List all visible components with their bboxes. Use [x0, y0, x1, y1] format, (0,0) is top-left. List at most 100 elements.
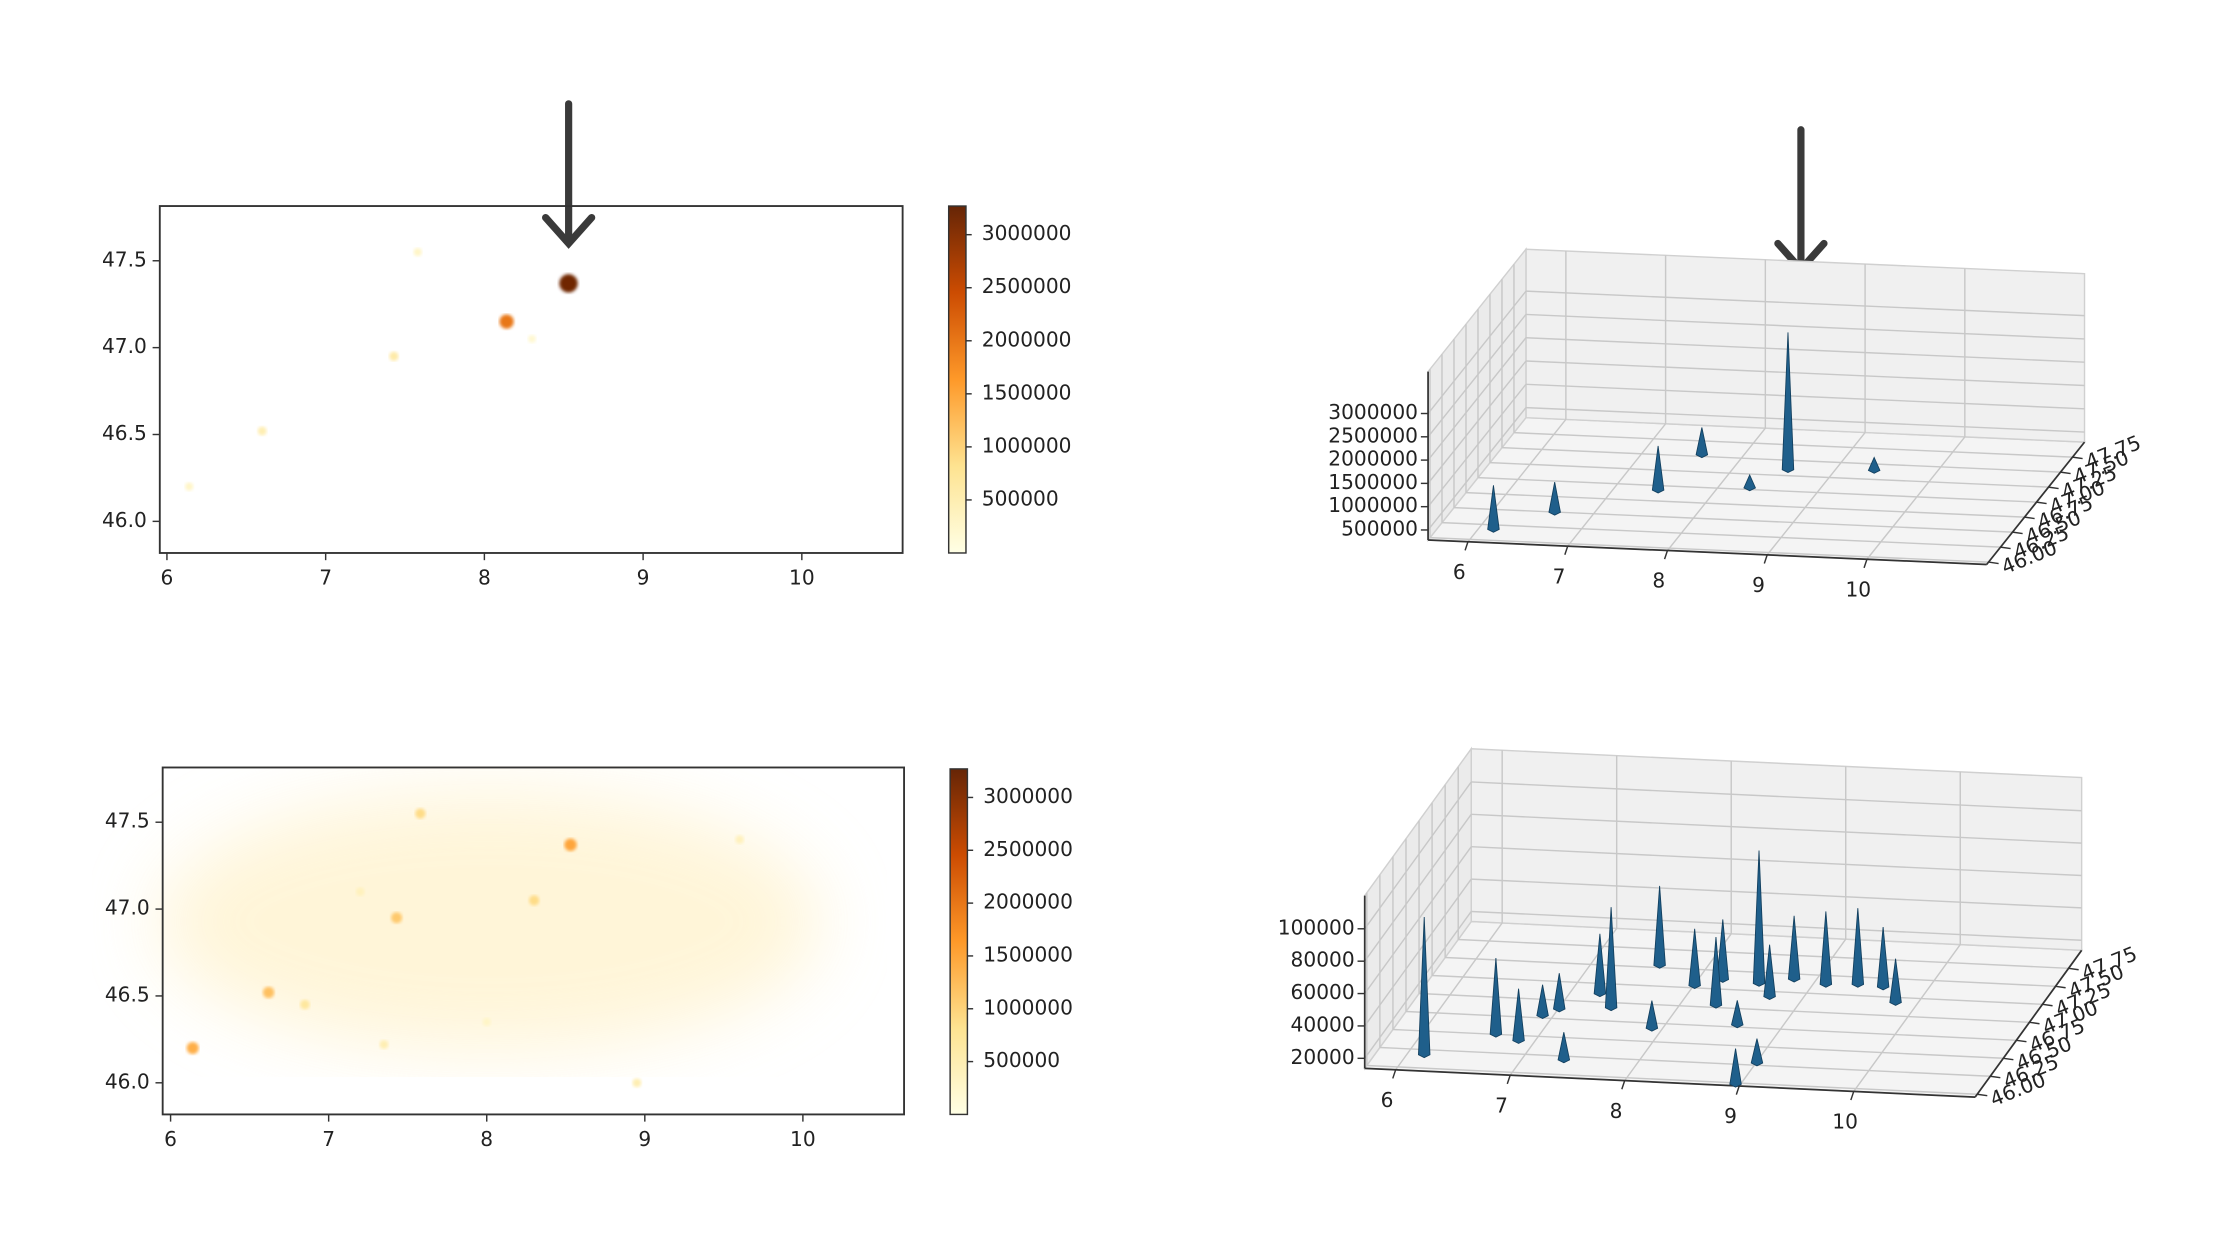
grid-line — [1465, 491, 2025, 518]
hotspot — [257, 426, 267, 436]
grid-line — [1525, 337, 2085, 363]
z-tick-label: 40000 — [1291, 1012, 1355, 1036]
y-tick-label: 47.5 — [102, 247, 147, 271]
y-tick — [2048, 486, 2059, 490]
grid-line — [1366, 1064, 1978, 1095]
hotspot — [391, 912, 403, 924]
y-tick — [1988, 561, 1999, 565]
y-tick — [2000, 546, 2011, 550]
colorbar-tick-label: 1000000 — [983, 995, 1073, 1019]
hotspot — [559, 274, 578, 293]
z-tick-label: 2000000 — [1328, 447, 1418, 471]
grid-line — [1441, 521, 2001, 548]
back-pane — [1525, 248, 2086, 443]
y-tick-label: 46.5 — [102, 421, 147, 445]
grid-line — [1525, 313, 2085, 340]
hotspot — [735, 835, 744, 844]
spike — [1418, 916, 1431, 1059]
grid-line — [1364, 878, 1472, 1027]
grid-line — [1379, 1046, 1991, 1077]
y-tick — [2012, 531, 2023, 535]
x-tick-label: 9 — [1752, 573, 1765, 597]
spike — [1876, 926, 1890, 991]
grid-line — [1395, 922, 1503, 1071]
colorbar-tick-label: 2000000 — [983, 890, 1073, 914]
spike — [1781, 332, 1795, 474]
hotspot — [185, 482, 194, 491]
x-tick-label: 9 — [638, 1127, 651, 1151]
grid-line — [1471, 845, 2082, 877]
grid-line — [1427, 407, 1527, 531]
grid-line — [1427, 290, 1527, 414]
spike — [1512, 988, 1525, 1044]
hotspot — [482, 1017, 491, 1027]
y-tick — [2060, 471, 2071, 475]
spike — [1548, 482, 1561, 516]
hotspot — [355, 887, 365, 897]
colorbar-tick-label: 2500000 — [983, 837, 1073, 861]
grid-line — [1567, 423, 1667, 547]
y-tick — [2036, 501, 2047, 505]
grid-line — [1427, 383, 1527, 508]
x-tick-label: 7 — [1553, 564, 1566, 588]
grid-line — [1525, 360, 2085, 387]
hotspot — [300, 999, 310, 1010]
x-tick-label: 8 — [1610, 1099, 1623, 1123]
grid-line — [1666, 427, 1766, 551]
hotspot — [389, 351, 399, 361]
spike — [1889, 958, 1902, 1006]
x-tick-label: 8 — [1652, 569, 1665, 593]
spike — [1489, 958, 1503, 1038]
grid-line — [1471, 910, 2082, 941]
grid-line — [1405, 1010, 2017, 1042]
spike — [1716, 919, 1730, 983]
grid-line — [1471, 781, 2082, 812]
y-tick-label: 46.5 — [105, 982, 150, 1006]
hotspot — [499, 314, 514, 329]
hotspot — [379, 1040, 389, 1050]
grid-line — [1489, 461, 2049, 488]
y-tick — [2003, 1057, 2014, 1061]
grid-line — [1445, 956, 2056, 988]
grid-line — [1364, 911, 1472, 1059]
hotspot — [413, 247, 422, 257]
colorbar-tick-label: 3000000 — [982, 221, 1072, 245]
axis-line — [1974, 949, 2083, 1098]
grid-line — [1419, 992, 2030, 1024]
spike — [1645, 1000, 1659, 1032]
spike — [1729, 1048, 1742, 1088]
y-tick-label: 47.0 — [102, 334, 147, 358]
spike — [1851, 908, 1865, 988]
y-tick — [2029, 1021, 2040, 1025]
y-tick-label: 46.0 — [102, 508, 147, 532]
x-tick — [1464, 541, 1469, 551]
x-tick-label: 9 — [637, 565, 650, 589]
x-tick-label: 8 — [478, 565, 491, 589]
grid-line — [1525, 290, 2085, 317]
y-tick — [1977, 1093, 1988, 1097]
y-tick — [2072, 456, 2083, 460]
x-tick — [1663, 550, 1669, 560]
x-tick-label: 7 — [1495, 1093, 1508, 1117]
colorbar-tick-label: 1500000 — [983, 942, 1073, 966]
grid-line — [1513, 431, 2073, 458]
y-tick — [2055, 985, 2066, 989]
hotspot — [564, 838, 577, 852]
x-tick — [1763, 554, 1768, 564]
grid-line — [1766, 432, 1866, 556]
spike — [1731, 1000, 1744, 1029]
spike — [1536, 984, 1549, 1020]
z-tick-label: 3000000 — [1328, 400, 1418, 424]
grid-line — [1477, 476, 2037, 503]
density-haze — [158, 791, 821, 1052]
y-tick — [2068, 967, 2079, 971]
grid-line — [1853, 944, 1961, 1092]
x-tick — [1564, 545, 1569, 556]
grid-line — [1471, 813, 2082, 844]
axis-line — [1985, 441, 2086, 566]
grid-line — [1471, 878, 2082, 909]
z-tick-label: 500000 — [1341, 516, 1418, 540]
grid-line — [1429, 536, 1989, 563]
plot-frame — [161, 766, 905, 1116]
